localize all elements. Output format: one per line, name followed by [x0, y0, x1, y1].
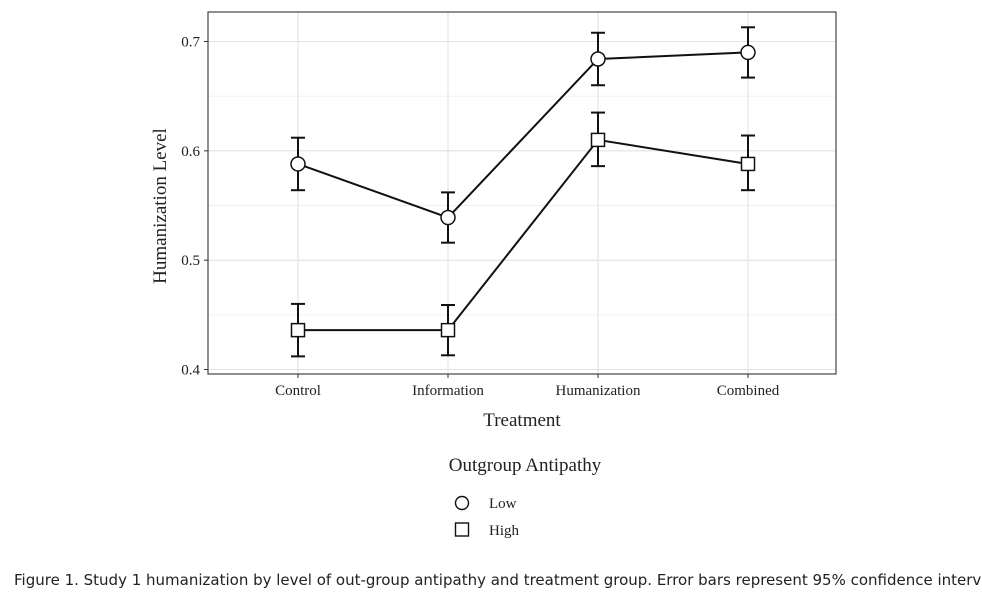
point-high-square [440, 322, 456, 338]
point-high-square [590, 132, 606, 148]
series-layer [290, 26, 756, 358]
legend-high-key-square [454, 522, 470, 537]
point-low-circle [290, 156, 306, 172]
plot-panel-border [207, 11, 837, 375]
point-high-square [740, 156, 756, 172]
y-tick-label: 0.6 [181, 144, 200, 160]
x-tick-label: Humanization [556, 383, 641, 399]
legend-low-key-circle [454, 495, 470, 511]
x-axis-title: Treatment [483, 410, 561, 431]
point-low-circle [740, 44, 756, 61]
point-high-square [290, 322, 306, 338]
x-tick-label: Information [412, 383, 484, 399]
point-low-circle [440, 209, 456, 226]
series-line-high [298, 138, 749, 332]
x-tick-label: Control [275, 383, 321, 399]
series-line-low [297, 51, 749, 219]
y-tick-label: 0.4 [181, 363, 200, 379]
legend-high-label: High [489, 523, 520, 539]
legend-low-label: Low [489, 496, 517, 512]
y-tick-label: 0.7 [181, 35, 200, 51]
x-tick-label: Combined [717, 383, 780, 399]
legend: Outgroup Antipathy Low High [449, 455, 602, 539]
grid-layer [208, 12, 836, 374]
y-axis-title: Humanization Level [150, 128, 171, 284]
point-low-circle [590, 51, 606, 67]
figure-caption: Figure 1. Study 1 humanization by level … [14, 571, 982, 589]
axis-layer: 0.4 0.5 0.6 0.7 Control Information Humanizati… [181, 35, 779, 400]
legend-title: Outgroup Antipathy [449, 455, 602, 476]
y-tick-label: 0.5 [181, 253, 200, 269]
